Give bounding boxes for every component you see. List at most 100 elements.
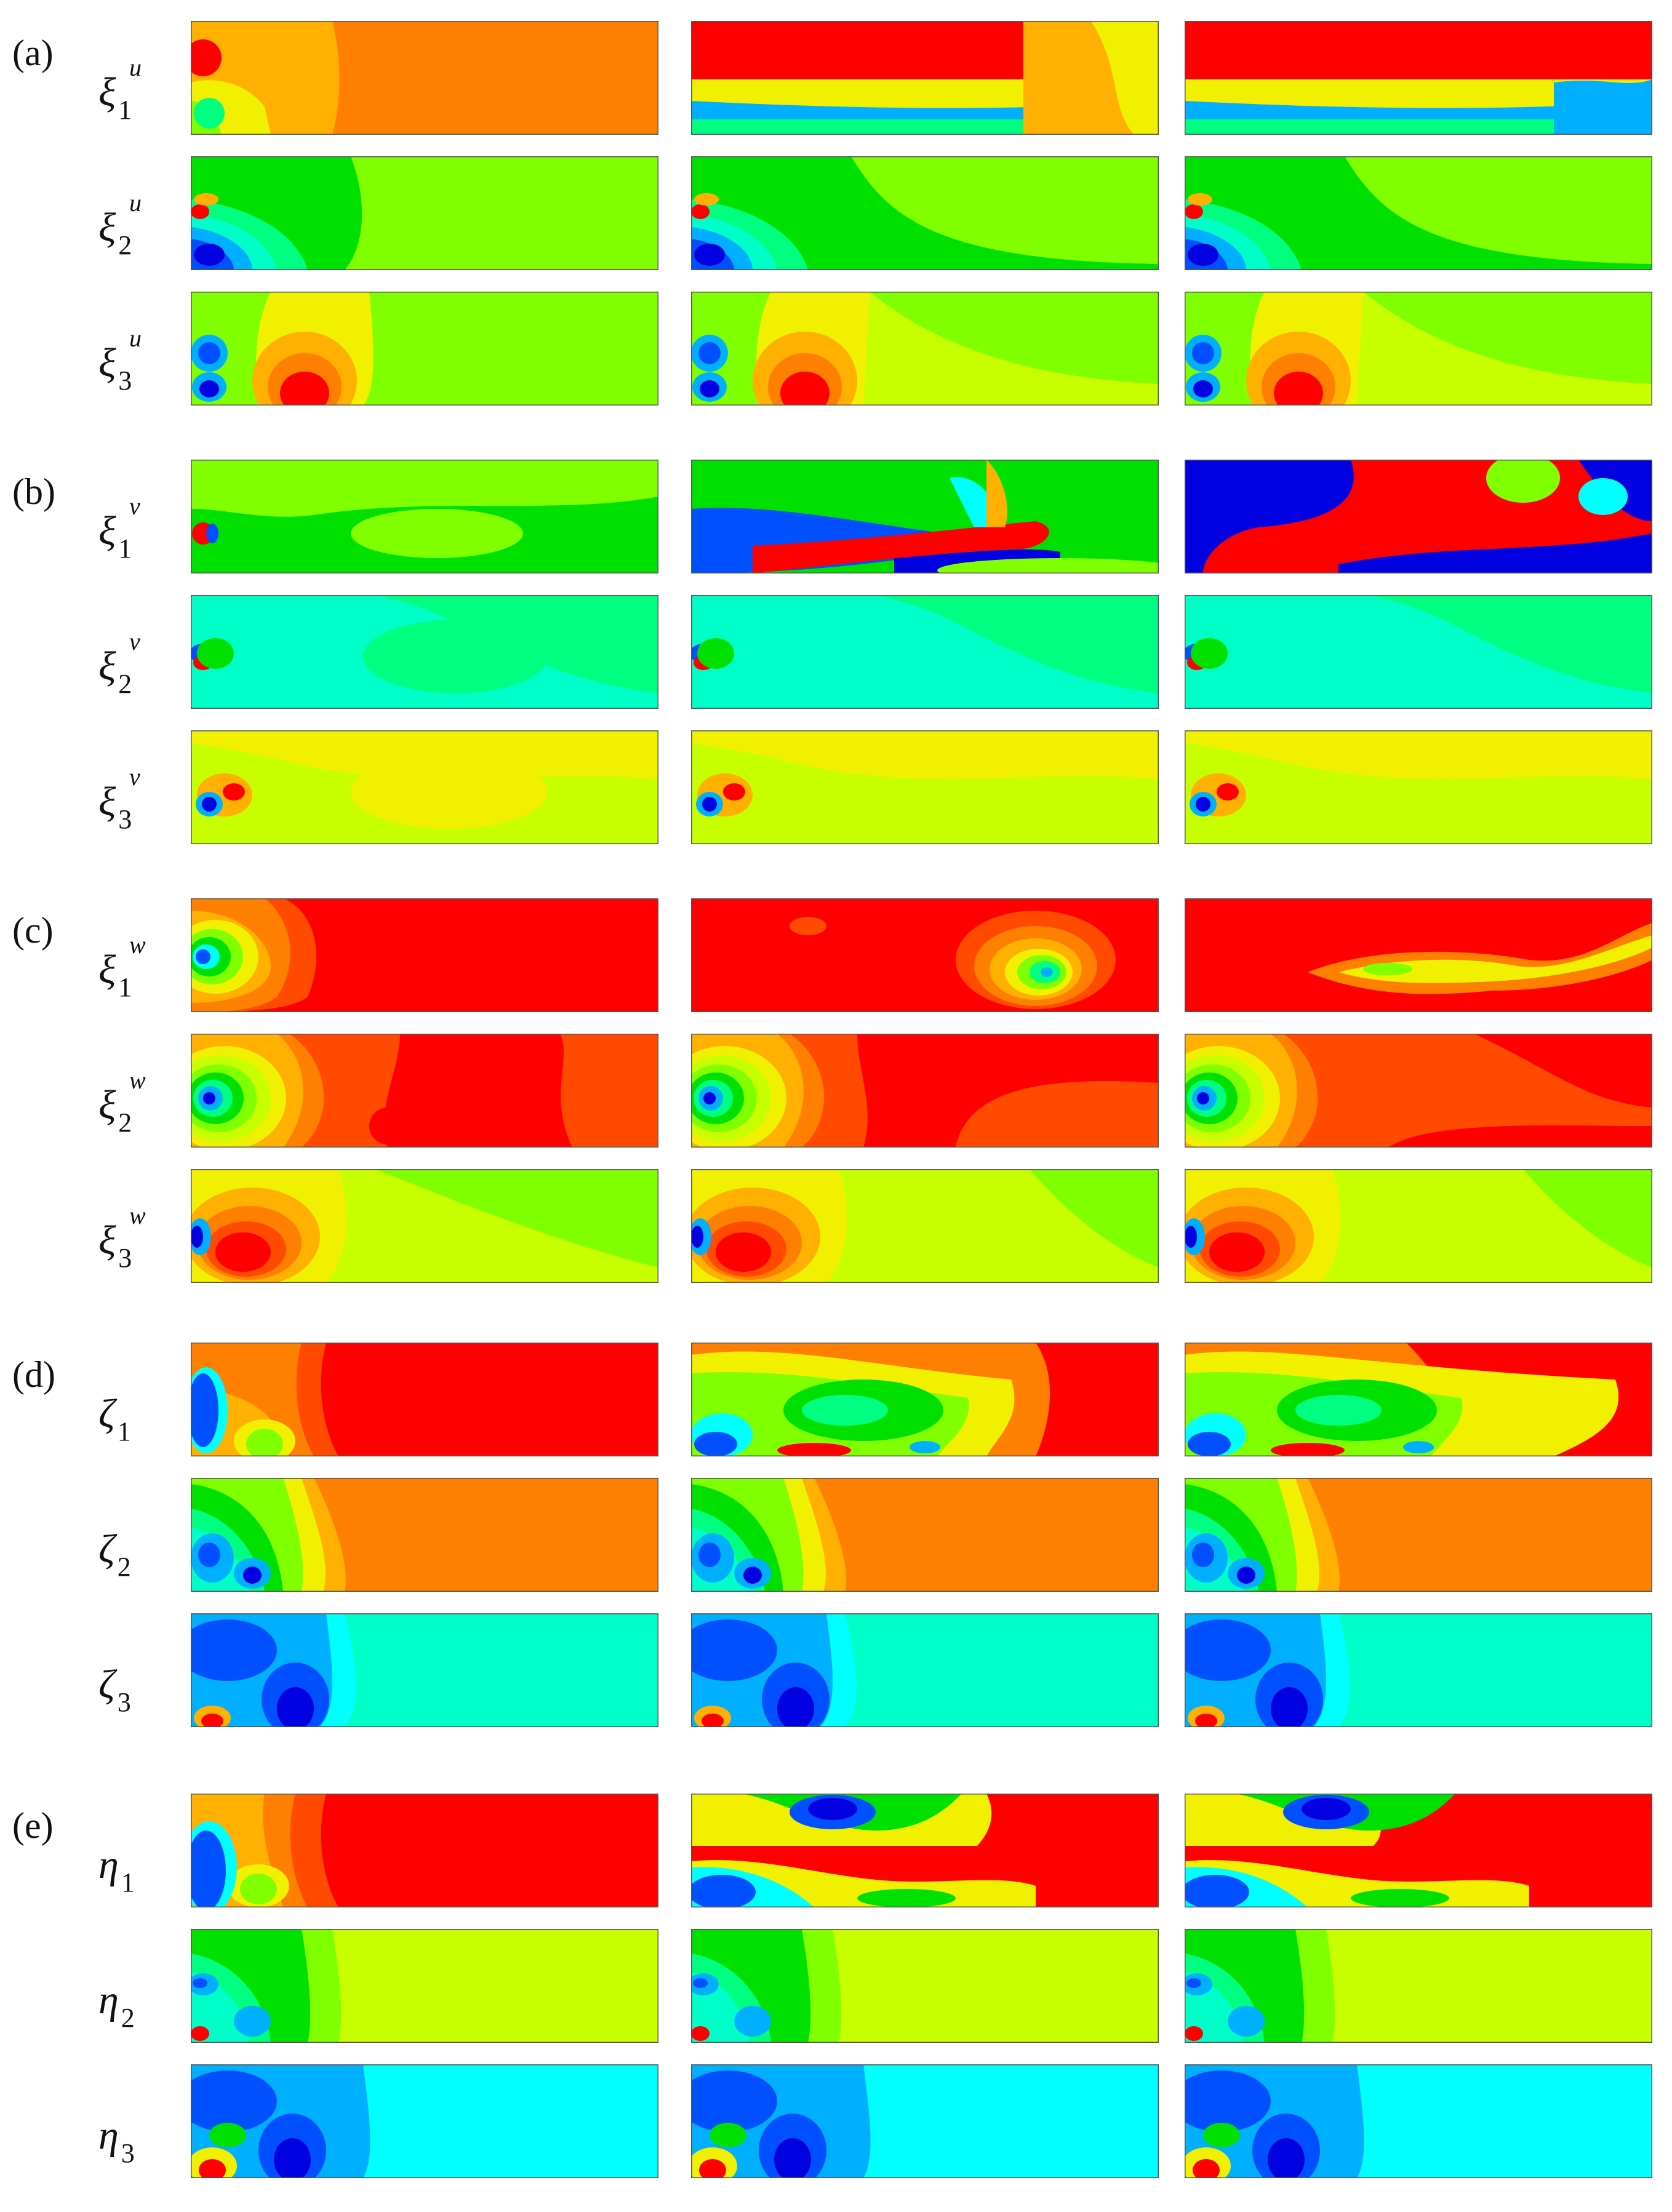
mode-superscript: v	[129, 492, 140, 520]
contour-panel-d3-col2	[691, 1613, 1159, 1727]
mode-subscript: 3	[121, 2138, 135, 2168]
mode-label: ζ2	[98, 1526, 131, 1582]
contour-panel-a1-col3	[1185, 21, 1652, 135]
contour-panel-d3-col3	[1185, 1613, 1652, 1727]
contour-panel-a2-col1	[191, 156, 658, 270]
contour-panel-c1-col2	[691, 898, 1159, 1012]
mode-symbol: ξ	[98, 1082, 116, 1127]
mode-symbol: η	[98, 2113, 119, 2158]
contour-panel-b2-col1	[191, 595, 658, 709]
contour-panel-d1-col3	[1185, 1343, 1652, 1456]
mode-subscript: 1	[118, 95, 132, 125]
mode-subscript: 1	[118, 972, 132, 1002]
mode-symbol: ξ	[98, 70, 116, 114]
contour-panel-c3-col2	[691, 1169, 1159, 1283]
contour-panel-b3-col3	[1185, 730, 1652, 844]
contour-panel-a3-col2	[691, 292, 1159, 405]
contour-panel-c2-col2	[691, 1034, 1159, 1148]
group-label: (a)	[12, 33, 54, 73]
mode-superscript: v	[129, 763, 140, 791]
mode-symbol: ξ	[98, 1218, 116, 1263]
mode-label: η1	[98, 1842, 135, 1898]
mode-superscript: w	[129, 1202, 146, 1229]
mode-symbol: η	[98, 1978, 119, 2022]
mode-symbol: ζ	[98, 1527, 115, 1571]
contour-panel-c3-col3	[1185, 1169, 1652, 1283]
mode-symbol: ξ	[98, 205, 116, 250]
mode-superscript: v	[129, 628, 140, 655]
contour-panel-b2-col2	[691, 595, 1159, 709]
contour-panel-d1-col2	[691, 1343, 1159, 1456]
contour-panel-e1-col1	[191, 1794, 658, 1907]
mode-symbol: ξ	[98, 340, 116, 385]
contour-panel-e2-col3	[1185, 1929, 1652, 2043]
contour-panel-d3-col1	[191, 1613, 658, 1727]
contour-panel-a3-col3	[1185, 292, 1652, 405]
contour-panel-e2-col1	[191, 1929, 658, 2043]
mode-subscript: 2	[118, 669, 132, 699]
contour-panel-c3-col1	[191, 1169, 658, 1283]
contour-panel-e3-col2	[691, 2064, 1159, 2178]
group-label: (e)	[12, 1805, 54, 1846]
mode-subscript: 3	[118, 1243, 132, 1273]
mode-subscript: 3	[118, 365, 132, 396]
contour-panel-b2-col3	[1185, 595, 1652, 709]
group-label: (b)	[12, 471, 55, 512]
contour-panel-d2-col3	[1185, 1478, 1652, 1592]
contour-panel-a2-col2	[691, 156, 1159, 270]
mode-superscript: u	[129, 54, 142, 81]
mode-subscript: 1	[121, 1867, 135, 1898]
contour-panel-a2-col3	[1185, 156, 1652, 270]
contour-panel-a3-col1	[191, 292, 658, 405]
contour-panel-e1-col2	[691, 1794, 1159, 1907]
mode-subscript: 2	[118, 1108, 132, 1138]
group-label: (d)	[12, 1354, 55, 1395]
contour-panel-a1-col2	[691, 21, 1159, 135]
mode-superscript: u	[129, 189, 142, 217]
mode-subscript: 3	[117, 1687, 131, 1717]
contour-panel-b3-col2	[691, 730, 1159, 844]
contour-panel-d1-col1	[191, 1343, 658, 1456]
mode-superscript: w	[129, 931, 146, 959]
group-label: (c)	[12, 910, 54, 951]
mode-label: η2	[98, 1977, 135, 2033]
contour-panel-a1-col1	[191, 21, 658, 135]
contour-panel-b3-col1	[191, 730, 658, 844]
mode-superscript: u	[129, 324, 142, 352]
mode-label: ζ3	[98, 1661, 131, 1717]
contour-panel-b1-col1	[191, 460, 658, 573]
mode-symbol: ζ	[98, 1391, 115, 1436]
mode-symbol: ξ	[98, 779, 116, 824]
mode-symbol: ξ	[98, 947, 116, 992]
contour-panel-e2-col2	[691, 1929, 1159, 2043]
mode-symbol: ξ	[98, 508, 116, 553]
mode-label: ζ1	[98, 1391, 131, 1447]
contour-panel-c2-col3	[1185, 1034, 1652, 1148]
contour-panel-c1-col3	[1185, 898, 1652, 1012]
mode-label: η3	[98, 2112, 135, 2168]
mode-symbol: ξ	[98, 644, 116, 689]
contour-panel-e1-col3	[1185, 1794, 1652, 1907]
mode-subscript: 2	[118, 230, 132, 260]
contour-panel-d2-col2	[691, 1478, 1159, 1592]
mode-symbol: η	[98, 1842, 119, 1887]
mode-superscript: w	[129, 1066, 146, 1094]
contour-panel-d2-col1	[191, 1478, 658, 1592]
contour-panel-e3-col3	[1185, 2064, 1652, 2178]
contour-panel-b1-col2	[691, 460, 1159, 573]
mode-symbol: ζ	[98, 1662, 115, 1707]
contour-panel-c1-col1	[191, 898, 658, 1012]
mode-subscript: 3	[118, 804, 132, 834]
contour-panel-b1-col3	[1185, 460, 1652, 573]
contour-panel-e3-col1	[191, 2064, 658, 2178]
